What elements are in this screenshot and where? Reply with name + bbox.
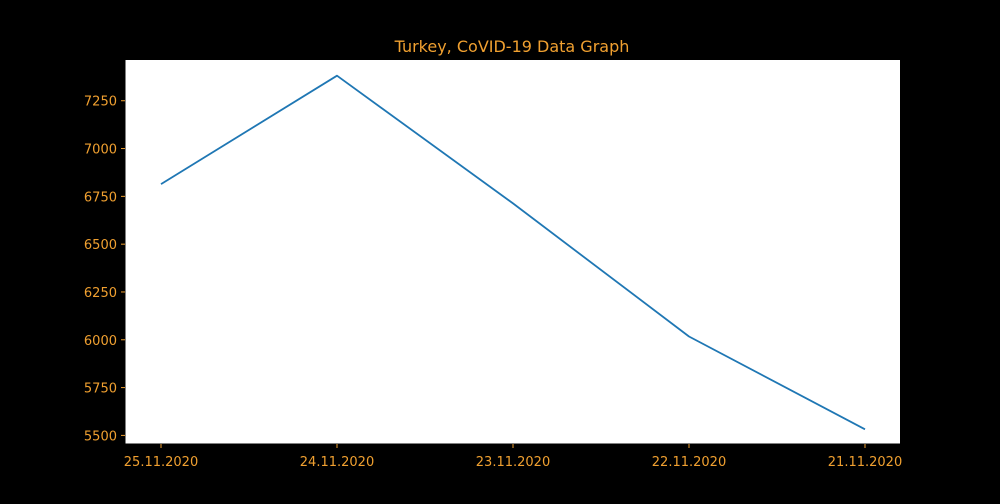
x-tick-label: 23.11.2020 bbox=[476, 455, 550, 470]
y-tick-label: 6000 bbox=[84, 334, 117, 349]
x-tick-label: 22.11.2020 bbox=[652, 455, 726, 470]
y-tick-label: 7000 bbox=[84, 143, 117, 158]
y-tick-label: 5750 bbox=[84, 382, 117, 397]
y-tick-label: 7250 bbox=[84, 95, 117, 110]
y-tick-label: 5500 bbox=[84, 429, 117, 444]
x-tick-label: 25.11.2020 bbox=[124, 455, 198, 470]
y-tick-label: 6250 bbox=[84, 286, 117, 301]
chart-title: Turkey, CoVID-19 Data Graph bbox=[394, 37, 630, 56]
y-tick-label: 6750 bbox=[84, 190, 117, 205]
x-tick-label: 21.11.2020 bbox=[828, 455, 902, 470]
x-tick-label: 24.11.2020 bbox=[300, 455, 374, 470]
y-tick-label: 6500 bbox=[84, 238, 117, 253]
